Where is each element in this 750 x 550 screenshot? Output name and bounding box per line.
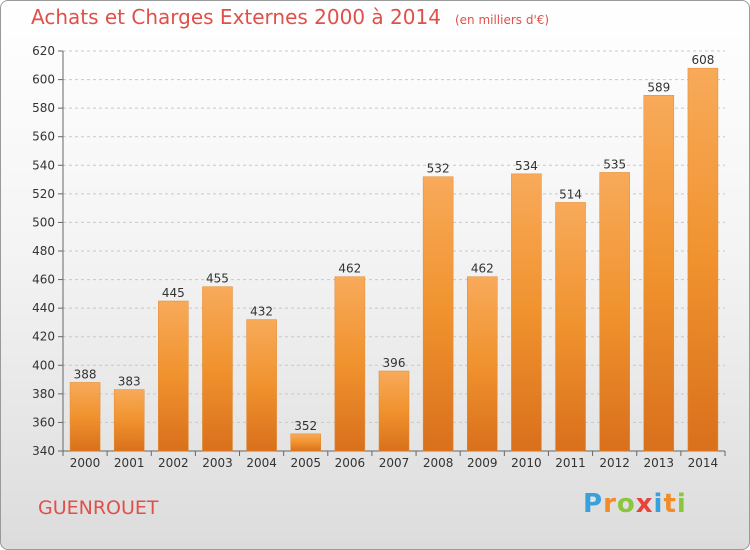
data-label: 608 [691,53,714,67]
x-tick-label: 2011 [555,456,586,470]
chart-title: Achats et Charges Externes 2000 à 2014 [31,5,441,29]
bar [158,300,189,452]
data-label: 535 [603,157,626,171]
x-tick-label: 2004 [246,456,277,470]
x-tick-label: 2012 [599,456,630,470]
data-label: 589 [647,80,670,94]
proxiti-logo: Proxiti [583,489,687,519]
y-tick-label: 460 [32,273,55,287]
chart-unit: (en milliers d'€) [454,13,550,27]
y-tick-label: 520 [32,187,55,201]
data-label: 462 [471,262,494,276]
y-tick-label: 620 [32,44,55,58]
y-tick-label: 420 [32,330,55,344]
data-label: 352 [294,419,317,433]
data-label: 514 [559,187,582,201]
bar [69,382,101,452]
bar [334,276,366,452]
data-label: 396 [383,356,406,370]
x-tick-label: 2007 [379,456,410,470]
data-label: 455 [206,272,229,286]
bar [422,176,454,452]
bar [643,95,675,452]
logo-letter: x [635,489,654,519]
x-tick-label: 2000 [70,456,101,470]
logo-letter: i [676,489,687,519]
x-tick-label: 2001 [114,456,145,470]
logo-letter: r [603,489,617,519]
y-tick-label: 560 [32,130,55,144]
y-tick-label: 440 [32,301,55,315]
y-tick-label: 500 [32,215,55,229]
x-tick-label: 2003 [202,456,233,470]
bar [290,433,321,452]
logo-letter: t [663,489,677,519]
x-tick-label: 2010 [511,456,542,470]
y-tick-label: 360 [32,415,55,429]
data-label: 532 [427,162,450,176]
y-tick-label: 540 [32,158,55,172]
data-label: 432 [250,305,273,319]
bar [599,172,630,452]
bar [687,67,719,452]
data-label: 388 [74,367,97,381]
x-tick-label: 2002 [158,456,189,470]
y-tick-label: 600 [32,73,55,87]
data-label: 534 [515,159,538,173]
bar [467,276,498,452]
logo-letter: P [583,489,604,519]
y-tick-label: 480 [32,244,55,258]
x-tick-label: 2005 [290,456,321,470]
x-tick-label: 2013 [644,456,675,470]
bar [246,319,277,452]
data-label: 445 [162,286,185,300]
logo-letter: i [653,489,664,519]
bar [113,389,145,452]
x-tick-label: 2008 [423,456,454,470]
bar [202,286,233,452]
x-tick-label: 2006 [335,456,366,470]
logo-letter: o [616,489,636,519]
data-label: 462 [338,262,361,276]
x-tick-label: 2014 [688,456,719,470]
bar [511,173,542,452]
bar [378,370,410,452]
x-tick-label: 2009 [467,456,498,470]
y-tick-label: 580 [32,101,55,115]
y-tick-label: 380 [32,387,55,401]
data-label: 383 [118,375,141,389]
commune-name: GUENROUET [38,497,159,519]
title-row: Achats et Charges Externes 2000 à 2014 (… [31,5,549,29]
y-tick-label: 340 [32,444,55,458]
bar [555,202,586,452]
y-tick-label: 400 [32,358,55,372]
